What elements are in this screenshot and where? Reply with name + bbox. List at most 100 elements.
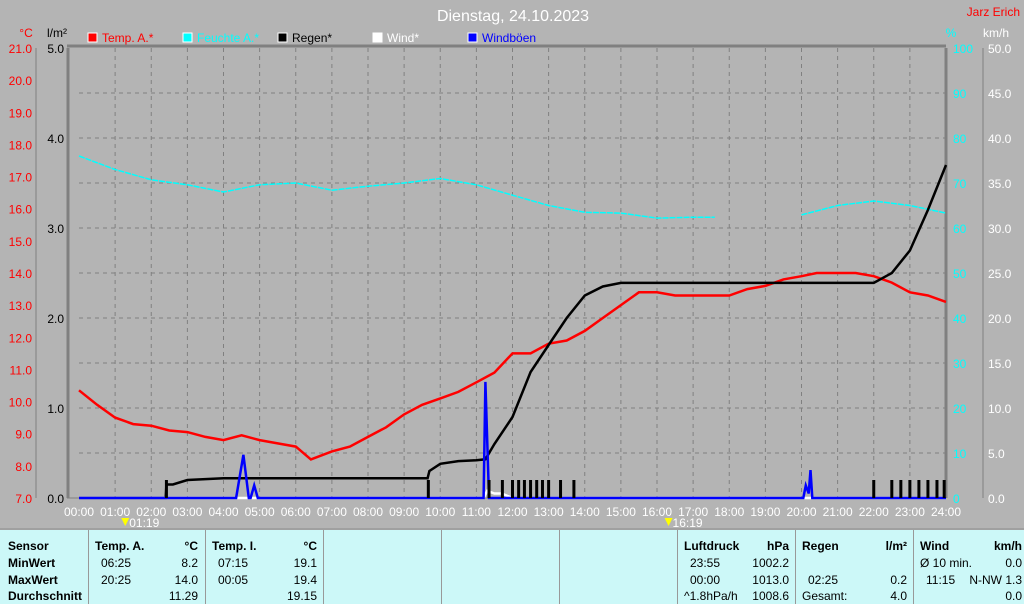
humidity-tick-label: 100	[953, 42, 973, 56]
wind-tick-label: 20.0	[988, 312, 1012, 326]
humidity-tick-label: 30	[953, 357, 967, 371]
wind-axis-unit: km/h	[983, 26, 1009, 40]
rain-max: 0.2	[890, 573, 907, 587]
temp-tick-label: 13.0	[9, 299, 33, 313]
wind-tick-label: 25.0	[988, 267, 1012, 281]
legend-label: Regen*	[292, 31, 332, 45]
wind-tick-label: 35.0	[988, 177, 1012, 191]
temp-tick-label: 8.0	[15, 460, 32, 474]
x-tick-label: 12:00	[497, 505, 527, 519]
temp-tick-label: 21.0	[9, 42, 33, 56]
rain-tick-label: 1.0	[47, 402, 64, 416]
x-tick-label: 19:00	[750, 505, 780, 519]
humidity-tick-label: 20	[953, 402, 967, 416]
humidity-tick-label: 0	[953, 492, 960, 506]
weather-chart: Dienstag, 24.10.2023 Jarz Erich °C l/m² …	[9, 5, 1020, 528]
temp-i-header: Temp. I.	[212, 539, 257, 553]
rain-unit: l/m²	[885, 539, 907, 553]
rain-axis-unit: l/m²	[47, 26, 67, 40]
legend-label: Windböen	[482, 31, 536, 45]
x-tick-label: 20:00	[786, 505, 816, 519]
marker-time-label: 16:19	[673, 516, 703, 528]
humidity-tick-label: 80	[953, 132, 967, 146]
temp-tick-label: 14.0	[9, 267, 33, 281]
moon-marker-icon	[121, 518, 130, 526]
x-tick-label: 02:00	[136, 505, 166, 519]
humidity-axis-unit: %	[946, 26, 957, 40]
legend-swatch	[182, 32, 193, 43]
humidity-tick-label: 50	[953, 267, 967, 281]
min-label: MinWert	[8, 556, 56, 570]
humidity-tick-label: 90	[953, 87, 967, 101]
wind-unit: km/h	[993, 539, 1022, 553]
temp-tick-label: 18.0	[9, 138, 33, 152]
temp-tick-label: 19.0	[9, 106, 33, 120]
x-tick-label: 05:00	[245, 505, 275, 519]
series-line-windb-en	[79, 381, 946, 500]
x-tick-label: 22:00	[859, 505, 889, 519]
x-tick-label: 15:00	[606, 505, 636, 519]
pressure-avg: 1008.6	[752, 589, 789, 603]
legend-swatch	[87, 32, 98, 43]
marker-time-label: 01:19	[129, 516, 159, 528]
x-tick-label: 16:00	[642, 505, 672, 519]
rain-max-time: 02:25	[808, 573, 839, 587]
temp-i-avg: 19.15	[286, 589, 317, 603]
temp-i-max: 19.4	[293, 573, 317, 587]
wind-tick-label: 50.0	[988, 42, 1012, 56]
temp-a-max: 14.0	[174, 573, 198, 587]
legend-label: Wind*	[387, 31, 419, 45]
temp-tick-label: 15.0	[9, 235, 33, 249]
rain-total-label: Gesamt:	[802, 589, 848, 603]
temp-tick-label: 17.0	[9, 171, 33, 185]
temp-tick-label: 10.0	[9, 396, 33, 410]
humidity-tick-label: 10	[953, 447, 967, 461]
legend-label: Temp. A.*	[102, 31, 154, 45]
rain-total: 4.0	[890, 589, 907, 603]
temp-axis-unit: °C	[19, 26, 33, 40]
x-tick-label: 23:00	[895, 505, 925, 519]
wind-max-time: 11:15	[926, 573, 956, 587]
moon-marker-icon	[664, 518, 673, 526]
author-label: Jarz Erich	[967, 5, 1020, 19]
temp-tick-label: 16.0	[9, 203, 33, 217]
wind-tick-label: 40.0	[988, 132, 1012, 146]
x-tick-label: 08:00	[353, 505, 383, 519]
x-tick-label: 13:00	[534, 505, 564, 519]
x-tick-label: 00:00	[64, 505, 94, 519]
chart-title: Dienstag, 24.10.2023	[437, 8, 589, 25]
rain-header: Regen	[802, 539, 839, 553]
humidity-tick-label: 70	[953, 177, 967, 191]
wind-max: N-NW 1.3	[969, 573, 1022, 587]
pressure-trend: ^1.8hPa/h	[684, 589, 738, 603]
x-tick-label: 06:00	[281, 505, 311, 519]
temp-i-min-time: 07:15	[218, 556, 249, 570]
pressure-min: 1002.2	[752, 556, 789, 570]
rain-tick-label: 5.0	[47, 42, 64, 56]
wind-tick-label: 15.0	[988, 357, 1012, 371]
wind-tick-label: 5.0	[988, 447, 1005, 461]
series-line-temp-a-	[78, 271, 947, 461]
pressure-max: 1013.0	[752, 573, 789, 587]
pressure-min-time: 23:55	[690, 556, 721, 570]
temp-a-min: 8.2	[181, 556, 198, 570]
temp-a-avg: 11.29	[168, 589, 198, 603]
legend-swatch	[277, 32, 288, 43]
sensor-header: Sensor	[8, 539, 49, 553]
series-line-regen-	[79, 164, 948, 500]
temp-tick-label: 12.0	[9, 331, 33, 345]
pressure-unit: hPa	[766, 539, 789, 553]
x-tick-label: 14:00	[570, 505, 600, 519]
legend-swatch	[372, 32, 383, 43]
temp-i-unit: °C	[303, 539, 317, 553]
max-label: MaxWert	[8, 573, 58, 587]
wind-tick-label: 30.0	[988, 222, 1012, 236]
rain-tick-label: 4.0	[47, 132, 64, 146]
statistics-table: Sensor MinWert MaxWert Durchschnitt Temp…	[0, 528, 1024, 604]
humidity-tick-label: 40	[953, 312, 967, 326]
wind-last: 0.0	[1005, 589, 1022, 603]
wind-avg-label: Ø 10 min.	[920, 556, 973, 570]
pressure-header: Luftdruck	[684, 539, 740, 553]
wind-tick-label: 45.0	[988, 87, 1012, 101]
temp-tick-label: 9.0	[15, 428, 32, 442]
